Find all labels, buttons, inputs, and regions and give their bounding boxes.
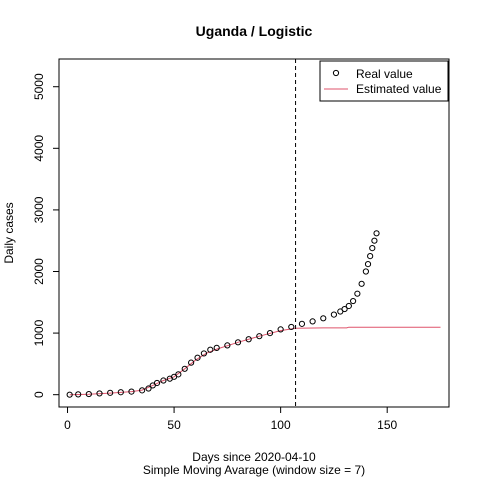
real-value-point <box>245 336 252 343</box>
real-value-point <box>358 280 365 287</box>
real-value-point <box>234 339 242 346</box>
x-axis-sublabel: Simple Moving Avarage (window size = 7) <box>143 463 365 477</box>
real-value-point <box>117 389 124 396</box>
real-value-point <box>277 326 284 333</box>
real-value-point <box>153 379 161 387</box>
y-tick-label: 0 <box>32 391 46 398</box>
real-value-point <box>256 333 263 340</box>
y-tick-label: 5000 <box>32 73 46 100</box>
real-value-point <box>373 230 380 237</box>
real-value-point <box>330 311 338 318</box>
real-value-point <box>66 391 73 398</box>
legend-label-real-value: Real value <box>356 67 413 81</box>
real-value-point <box>288 323 295 331</box>
legend-label-estimated-value: Estimated value <box>356 82 442 96</box>
estimated-value-line <box>69 326 441 396</box>
real-value-point <box>107 389 114 396</box>
y-tick-label: 1000 <box>32 319 46 346</box>
real-value-point <box>194 354 201 361</box>
real-value-point <box>188 359 195 366</box>
real-value-point <box>345 302 352 310</box>
real-value-point <box>371 237 378 244</box>
x-tick-label: 0 <box>64 418 71 432</box>
real-value-point <box>364 261 372 268</box>
real-value-point <box>160 377 167 384</box>
x-tick-label: 50 <box>167 418 181 432</box>
real-value-point <box>200 350 208 357</box>
x-axis-label: Days since 2020-04-10 <box>192 450 316 464</box>
real-value-point <box>266 329 274 337</box>
real-value-point <box>298 320 306 327</box>
y-tick-label: 4000 <box>32 135 46 162</box>
y-tick-label: 3000 <box>32 196 46 223</box>
y-tick-label: 2000 <box>32 258 46 285</box>
real-value-point <box>175 371 182 378</box>
plot-frame <box>58 58 450 408</box>
real-value-point <box>341 305 348 313</box>
series-layer <box>66 230 441 398</box>
real-value-point <box>181 365 188 372</box>
chart-title: Uganda / Logistic <box>196 23 313 39</box>
real-value-point <box>362 268 369 275</box>
real-value-point <box>128 388 135 395</box>
legend: Real value Estimated value <box>319 60 449 102</box>
real-value-point <box>320 315 327 322</box>
real-value-point <box>213 344 220 351</box>
x-tick-label: 100 <box>271 418 291 432</box>
real-value-point <box>369 244 376 252</box>
x-tick-label: 150 <box>377 418 397 432</box>
real-value-point <box>85 390 92 398</box>
real-value-point <box>309 318 316 325</box>
real-value-point <box>224 342 231 349</box>
real-value-point <box>349 297 357 305</box>
x-axis: 0 50 100 150 <box>64 406 398 432</box>
real-value-point <box>354 290 361 297</box>
legend-marker-real-value <box>332 69 340 77</box>
real-value-point <box>367 252 374 260</box>
y-axis-label: Daily cases <box>2 202 16 263</box>
real-value-point <box>75 391 82 398</box>
real-value-point <box>139 387 146 394</box>
real-value-point <box>145 385 152 392</box>
y-axis: 0 1000 2000 3000 4000 5000 <box>32 73 60 398</box>
real-value-point <box>207 346 214 353</box>
legend-box <box>319 60 449 102</box>
real-value-point <box>96 390 103 397</box>
